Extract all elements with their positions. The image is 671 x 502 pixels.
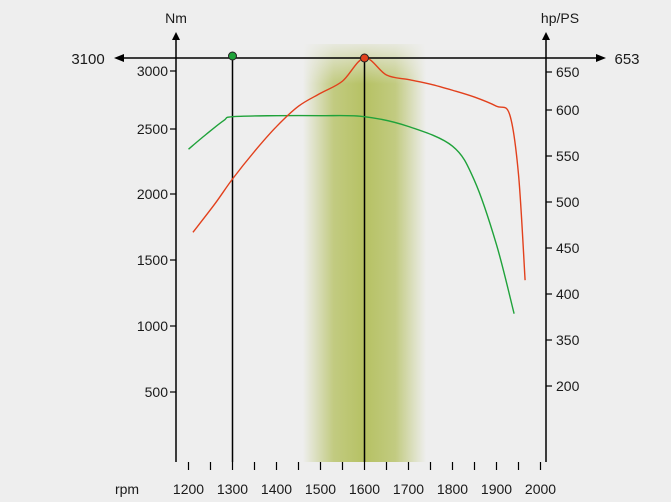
left-y-tick-label: 3000 (137, 63, 168, 79)
x-tick-label: 1200 (173, 481, 204, 497)
left-y-tick-label: 2500 (137, 121, 168, 137)
right-y-tick-label: 450 (556, 240, 580, 256)
torque-peak-label: 3100 (71, 51, 104, 68)
right-y-tick-label: 500 (556, 194, 580, 210)
right-y-tick-label: 550 (556, 148, 580, 164)
x-tick-label: 1800 (437, 481, 468, 497)
right-y-tick-label: 600 (556, 102, 580, 118)
peak-right-arrowhead (596, 54, 606, 62)
power-curve (192, 57, 526, 281)
right-y-tick-label: 350 (556, 332, 580, 348)
left-axis-title: Nm (165, 10, 187, 26)
torque-peak-dot (228, 51, 237, 61)
x-axis-title: rpm (115, 481, 139, 497)
left-y-tick-label: 500 (145, 384, 169, 400)
x-tick-label: 1700 (393, 481, 424, 497)
right-axis-title: hp/PS (541, 10, 579, 26)
torque-curve (188, 114, 515, 314)
left-y-tick-label: 2000 (137, 186, 168, 202)
power-peak-dot (360, 53, 369, 63)
power-peak-label: 653 (614, 51, 639, 68)
right-axis-arrowhead (542, 32, 550, 40)
x-tick-label: 1400 (261, 481, 292, 497)
peak-left-arrowhead (114, 54, 124, 62)
x-tick-label: 1600 (349, 481, 380, 497)
left-y-tick-label: 1000 (137, 318, 168, 334)
x-tick-label: 1500 (305, 481, 336, 497)
left-y-tick-label: 1500 (137, 252, 168, 268)
x-tick-label: 2000 (525, 481, 556, 497)
right-y-tick-label: 200 (556, 378, 580, 394)
left-axis-arrowhead (172, 32, 180, 40)
x-tick-label: 1300 (217, 481, 248, 497)
right-y-tick-label: 400 (556, 286, 580, 302)
right-y-tick-label: 650 (556, 64, 580, 80)
x-tick-label: 1900 (481, 481, 512, 497)
